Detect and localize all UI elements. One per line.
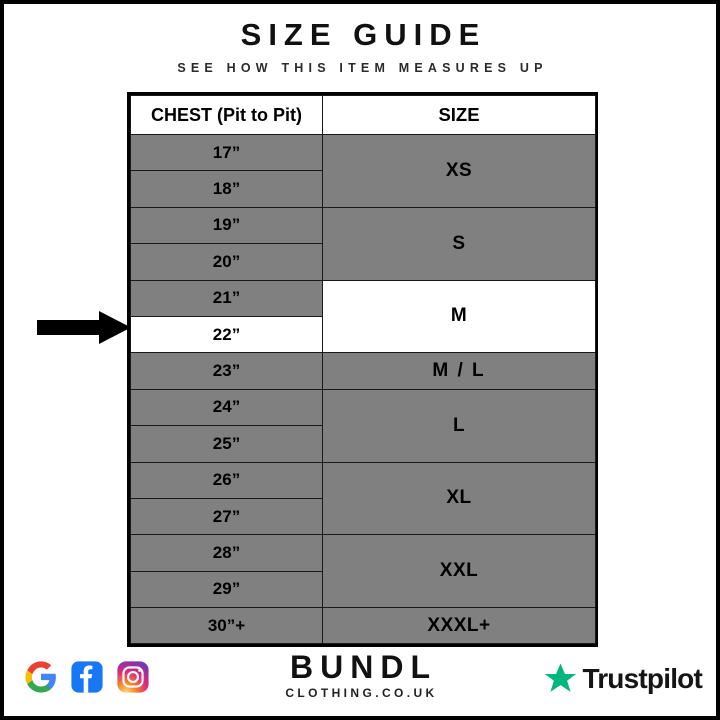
google-icon[interactable] — [24, 660, 58, 694]
table-row: 17” XS — [130, 133, 596, 208]
chest-measurement-cell: 21” — [130, 279, 323, 317]
chest-measurement-cell: 25” — [130, 425, 323, 463]
chest-measurement-cell: 22” — [130, 315, 323, 354]
brand-domain: CLOTHING.CO.UK — [285, 686, 438, 700]
page-subtitle: SEE HOW THIS ITEM MEASURES UP — [177, 61, 548, 75]
size-label-cell: XL — [322, 461, 596, 536]
table-header-row: CHEST (Pit to Pit) SIZE — [130, 95, 596, 135]
header: SIZE GUIDE SEE HOW THIS ITEM MEASURES UP — [4, 17, 716, 76]
table-row: 29” — [130, 570, 596, 609]
trustpilot-wordmark: Trustpilot — [582, 662, 702, 694]
chest-measurement-cell: 20” — [130, 243, 323, 281]
table-body: 17” XS 18” 19” S 20” 21” M 22” 23” M / L 24” L 25” 26”… — [130, 133, 596, 645]
facebook-icon[interactable] — [70, 660, 104, 694]
table-row: 18” — [130, 170, 596, 208]
size-table: CHEST (Pit to Pit) SIZE 17” XS 18” 19” S 20” 2… — [130, 95, 596, 645]
table-row: 25” — [130, 425, 596, 463]
page-title: SIZE GUIDE — [240, 17, 487, 52]
size-label-cell: XXL — [322, 534, 596, 609]
size-table-container: CHEST (Pit to Pit) SIZE 17” XS 18” 19” S 20” 2… — [127, 92, 598, 648]
brand-logo: BUNDL CLOTHING.CO.UK — [4, 650, 716, 700]
trustpilot-star-icon — [544, 662, 577, 695]
chest-measurement-cell: 28” — [130, 534, 323, 572]
size-label-cell: M — [322, 279, 596, 354]
table-row: 27” — [130, 497, 596, 536]
chest-measurement-cell: 17” — [130, 133, 323, 172]
table-row: 24” L — [130, 388, 596, 463]
table-row: 21” M — [130, 279, 596, 354]
size-label-cell: M / L — [322, 352, 596, 390]
chest-measurement-cell: 24” — [130, 388, 323, 427]
table-row: 28” XXL — [130, 534, 596, 609]
column-header-chest: CHEST (Pit to Pit) — [130, 95, 323, 135]
size-label-cell: S — [322, 206, 596, 281]
chest-measurement-cell: 26” — [130, 461, 323, 499]
instagram-icon[interactable] — [116, 660, 150, 694]
chest-measurement-cell: 27” — [130, 497, 323, 536]
size-label-cell: XXXL+ — [322, 607, 596, 645]
chest-measurement-cell: 23” — [130, 352, 323, 390]
right-arrow-icon — [37, 311, 131, 344]
chest-measurement-cell: 18” — [130, 170, 323, 208]
table-row: 26” XL — [130, 461, 596, 536]
chest-measurement-cell: 19” — [130, 206, 323, 245]
table-row: 20” — [130, 243, 596, 281]
brand-name: BUNDL — [290, 649, 437, 685]
chest-measurement-cell: 30”+ — [130, 607, 323, 645]
chest-measurement-cell: 29” — [130, 570, 323, 609]
table-row: 19” S — [130, 206, 596, 281]
table-row: 23” M / L — [130, 352, 596, 390]
table-row: 30”+ XXXL+ — [130, 607, 596, 645]
size-label-cell: XS — [322, 134, 596, 208]
column-header-size: SIZE — [322, 95, 596, 135]
size-label-cell: L — [322, 388, 596, 463]
footer: BUNDL CLOTHING.CO.UK Trustpilot — [4, 644, 716, 716]
trustpilot-logo[interactable]: Trustpilot — [544, 662, 703, 695]
social-links — [24, 660, 150, 694]
